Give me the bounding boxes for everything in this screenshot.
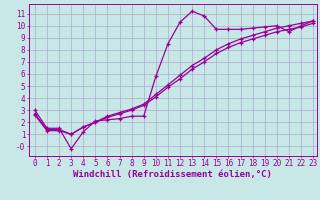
- X-axis label: Windchill (Refroidissement éolien,°C): Windchill (Refroidissement éolien,°C): [73, 170, 272, 179]
